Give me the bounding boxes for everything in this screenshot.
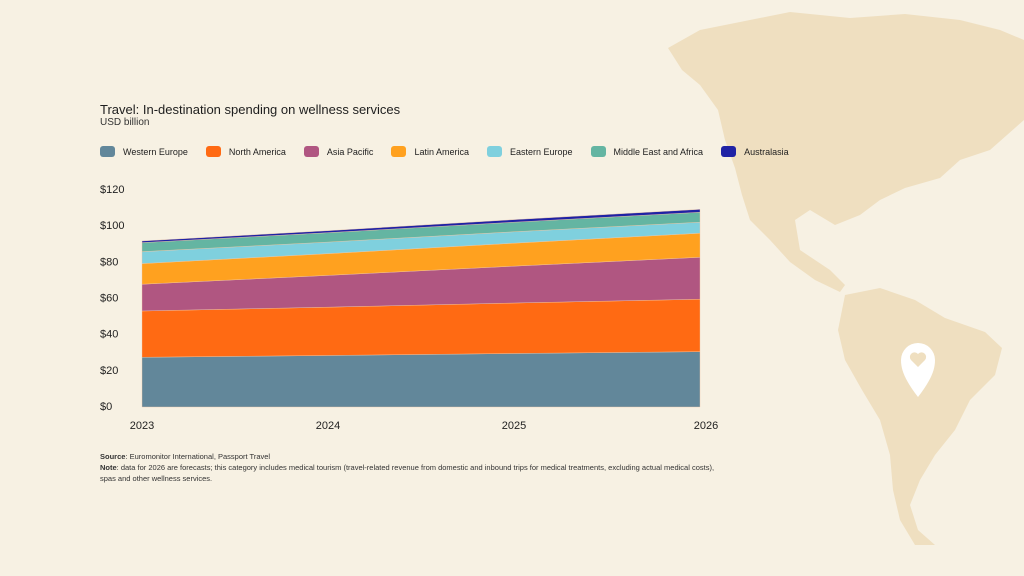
chart-subtitle: USD billion bbox=[100, 117, 150, 128]
y-tick-label: $60 bbox=[100, 293, 118, 305]
legend-swatch bbox=[721, 146, 737, 157]
area-australasia bbox=[141, 209, 701, 243]
legend-swatch bbox=[205, 146, 221, 157]
chart-title: Travel: In-destination spending on welln… bbox=[100, 102, 401, 117]
note-label: Note bbox=[100, 463, 117, 472]
y-tick-label: $120 bbox=[100, 184, 124, 196]
legend-item: Asia Pacific bbox=[303, 146, 374, 157]
x-tick-label: 2024 bbox=[316, 420, 340, 432]
legend-label: Middle East and Africa bbox=[613, 146, 704, 157]
map-pin-heart-icon bbox=[901, 343, 935, 397]
y-tick-label: $40 bbox=[100, 329, 118, 341]
legend-label: Latin America bbox=[414, 146, 469, 157]
legend-label: North America bbox=[228, 146, 286, 157]
x-tick-label: 2023 bbox=[130, 420, 154, 432]
legend-swatch bbox=[391, 146, 407, 157]
north-america-shape bbox=[668, 12, 1024, 292]
source-text: : Euromonitor International, Passport Tr… bbox=[125, 452, 271, 461]
legend-swatch bbox=[486, 146, 502, 157]
legend-label: Asia Pacific bbox=[326, 146, 374, 157]
legend-item: North America bbox=[205, 146, 286, 157]
x-tick-label: 2025 bbox=[502, 420, 526, 432]
y-tick-label: $100 bbox=[100, 220, 124, 232]
legend-swatch bbox=[303, 146, 319, 157]
y-tick-label: $80 bbox=[100, 256, 118, 268]
legend-swatch bbox=[100, 146, 115, 157]
note-text: : data for 2026 are forecasts; this cate… bbox=[100, 463, 715, 483]
chart-notes: Source: Euromonitor International, Passp… bbox=[100, 451, 720, 484]
legend-item: Middle East and Africa bbox=[590, 146, 704, 157]
legend: Western Europe North America Asia Pacific L… bbox=[100, 146, 807, 157]
legend-item: Western Europe bbox=[100, 146, 188, 157]
south-america-shape bbox=[838, 288, 1002, 545]
x-tick-label: 2026 bbox=[694, 420, 718, 432]
legend-item: Latin America bbox=[391, 146, 469, 157]
legend-label: Australasia bbox=[744, 146, 789, 157]
legend-item: Eastern Europe bbox=[486, 146, 573, 157]
legend-item: Australasia bbox=[721, 146, 789, 157]
source-label: Source bbox=[100, 452, 126, 461]
y-tick-label: $20 bbox=[100, 365, 118, 377]
legend-label: Eastern Europe bbox=[509, 146, 573, 157]
legend-label: Western Europe bbox=[123, 146, 188, 157]
area-western-europe bbox=[141, 351, 701, 408]
legend-swatch bbox=[590, 146, 606, 157]
y-tick-label: $0 bbox=[100, 401, 112, 413]
